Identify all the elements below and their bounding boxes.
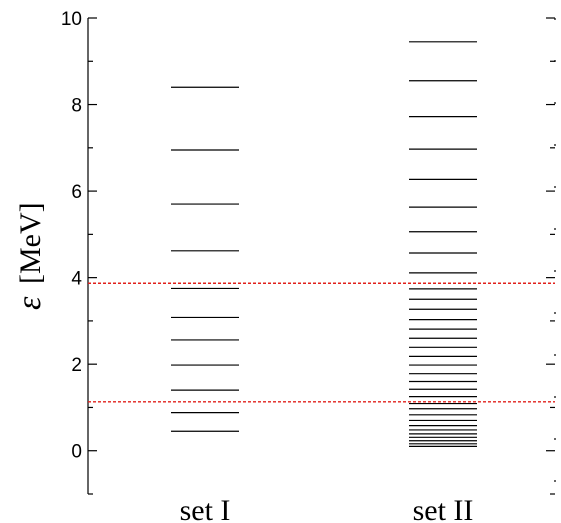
y-tick-label: 10 <box>61 9 82 30</box>
y-axis-ticks: 0 2 4 6 8 10 <box>61 9 555 495</box>
axes-frame <box>87 18 556 494</box>
y-tick-label: 0 <box>71 442 82 463</box>
reference-lines <box>88 282 555 403</box>
y-tick-label: 6 <box>71 182 82 203</box>
energy-levels <box>171 41 477 447</box>
y-tick-label: 8 <box>71 96 82 117</box>
y-tick-label: 2 <box>71 355 82 376</box>
category-label: set I <box>180 494 231 523</box>
y-axis-label: ε [MeV] <box>11 202 48 310</box>
y-tick-label: 4 <box>71 269 82 290</box>
y-axis-label-symbol: ε <box>11 296 48 310</box>
category-labels: set I set II <box>180 494 474 523</box>
y-axis-label-unit: [MeV] <box>14 202 47 284</box>
category-label: set II <box>413 494 474 523</box>
